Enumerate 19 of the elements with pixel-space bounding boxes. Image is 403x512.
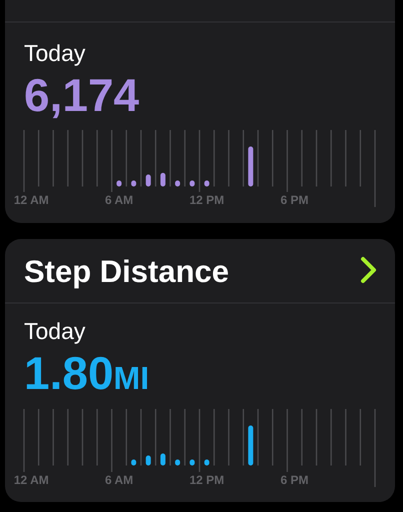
text: 6,174 [24, 69, 140, 121]
chart-subtitle: Today [24, 40, 86, 66]
x-tick-label: 6 AM [104, 473, 134, 487]
bar [160, 454, 166, 466]
x-tick-label: 12 AM [14, 473, 49, 487]
bar [146, 456, 151, 466]
bar [248, 146, 254, 186]
chart-subtitle: Today [24, 318, 86, 344]
bar [248, 426, 254, 466]
bar [146, 174, 151, 186]
x-tick-label: 12 PM [189, 473, 224, 487]
x-tick-label: 12 AM [14, 193, 49, 207]
x-tick-label: 6 PM [280, 473, 309, 487]
x-tick-label: 6 PM [280, 193, 309, 207]
text: 1.80MI [24, 347, 150, 399]
chart-title: Step Distance [24, 254, 230, 289]
x-tick-label: 6 AM [104, 193, 134, 207]
x-tick-label: 12 PM [189, 193, 224, 207]
bar [160, 172, 166, 186]
